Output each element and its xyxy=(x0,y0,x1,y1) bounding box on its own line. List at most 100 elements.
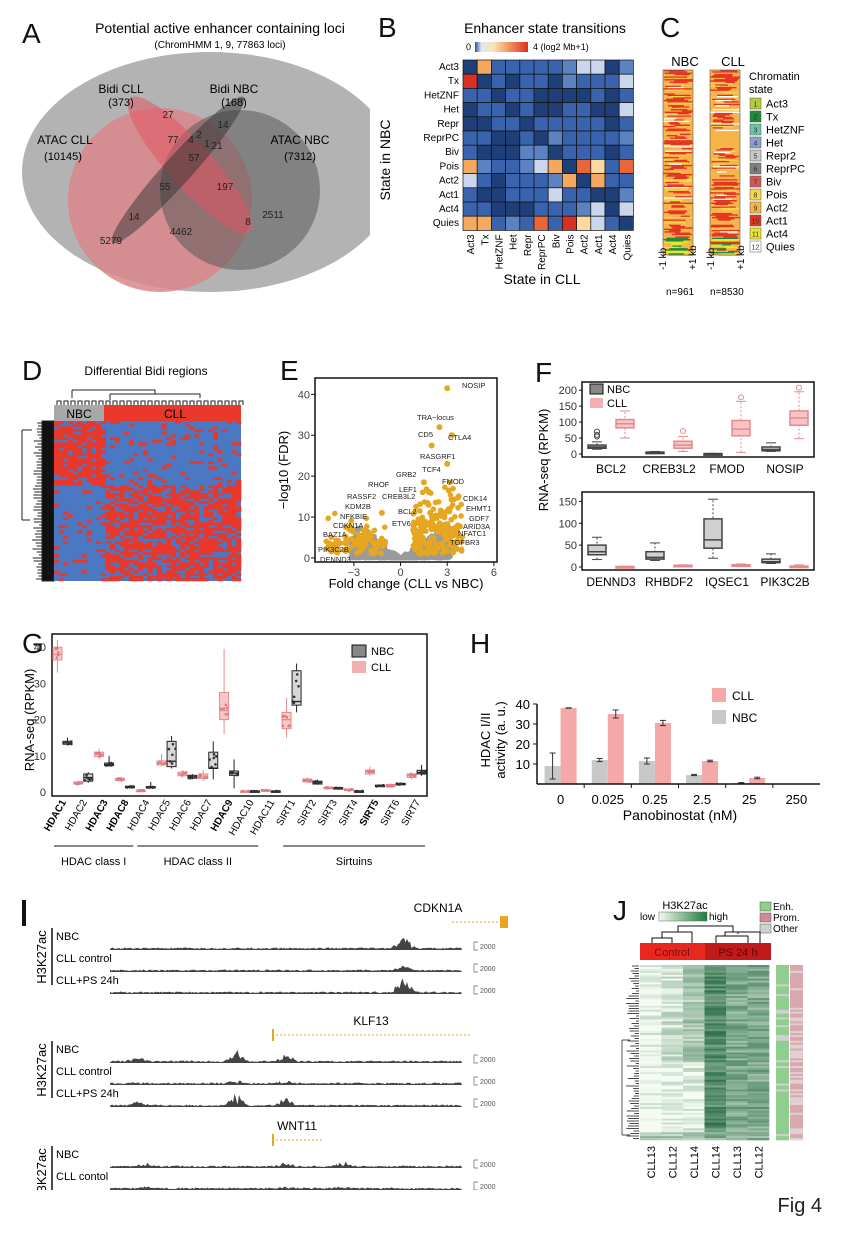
outlier xyxy=(796,384,802,391)
heatmap-cell xyxy=(184,530,190,534)
state-stripe xyxy=(715,129,740,132)
x-tick: 2.5 xyxy=(693,792,711,807)
group-bar-nbc xyxy=(54,405,104,421)
heatmap-cell xyxy=(640,1073,662,1077)
heatmap-cell xyxy=(161,546,167,550)
heatmap-cell xyxy=(704,1070,727,1073)
heatmap-cell xyxy=(128,527,134,531)
panel-g-label: G xyxy=(22,628,44,659)
track-group-label: H3K27ac xyxy=(34,1043,49,1097)
significant-point xyxy=(417,508,423,514)
state-stripe xyxy=(675,236,690,238)
state-stripe xyxy=(711,133,740,136)
heatmap-cell xyxy=(212,567,218,571)
region-count: 57 xyxy=(188,153,200,164)
heatmap-cell xyxy=(96,541,102,544)
heatmap-cell xyxy=(683,1064,705,1067)
heatmap-cell xyxy=(198,525,204,528)
box xyxy=(219,691,230,721)
heatmap-cell xyxy=(105,525,111,528)
heatmap-cell xyxy=(124,541,130,544)
state-stripe xyxy=(664,102,693,104)
heatmap-cell xyxy=(128,509,134,512)
annotation-enh xyxy=(776,1064,789,1067)
signal-track xyxy=(110,1093,462,1107)
heatmap-cell xyxy=(661,1120,684,1123)
state-stripe xyxy=(675,131,693,133)
state-stripe xyxy=(664,222,686,224)
heatmap-cell xyxy=(147,562,153,566)
sample-point xyxy=(88,778,92,782)
scale-bracket xyxy=(473,1159,478,1169)
heatmap-cell xyxy=(661,994,684,997)
heatmap-cell xyxy=(576,187,592,203)
heatmap-cell xyxy=(704,1013,727,1016)
state-stripe xyxy=(664,79,693,81)
heatmap-cell xyxy=(156,575,162,579)
heatmap-cell xyxy=(212,546,218,550)
heatmap-cell xyxy=(726,1046,748,1049)
heatmap-cell xyxy=(704,1062,727,1065)
heatmap-cell xyxy=(180,541,186,544)
heatmap-cell xyxy=(726,1025,748,1028)
heatmap-cell xyxy=(142,501,148,504)
state-stripe xyxy=(714,90,739,93)
heatmap-cell xyxy=(704,1093,727,1096)
heatmap-cell xyxy=(747,1011,770,1014)
heatmap-cell xyxy=(226,517,232,520)
heatmap-cell xyxy=(726,1005,748,1009)
venn-title: Potential active enhancer containing loc… xyxy=(95,20,345,36)
heatmap-cell xyxy=(491,173,506,189)
heatmap-cell xyxy=(68,514,73,518)
data-point xyxy=(391,550,398,556)
heatmap-cell xyxy=(217,482,223,486)
state-stripe xyxy=(663,88,692,90)
heatmap-cell xyxy=(54,421,59,424)
state-stripe xyxy=(711,167,736,169)
heatmap-cell xyxy=(231,503,237,507)
heatmap-cell xyxy=(590,187,606,203)
state-stripe xyxy=(671,106,689,108)
sample-point xyxy=(271,790,274,793)
state-stripe xyxy=(663,239,691,241)
heatmap-cell xyxy=(217,541,223,544)
heatmap-cell xyxy=(640,992,662,995)
heatmap-cell xyxy=(726,1064,748,1067)
heatmap-cell xyxy=(54,559,59,563)
heatmap-cell xyxy=(704,1114,727,1117)
heatmap-cell xyxy=(189,501,195,504)
heatmap-cell xyxy=(156,517,162,520)
heatmap-cell xyxy=(726,1042,748,1046)
heatmap-cell xyxy=(462,116,478,132)
heatmap-cell xyxy=(180,535,186,539)
heatmap-cell xyxy=(166,493,172,496)
heatmap-cell xyxy=(175,509,181,512)
heatmap-cell xyxy=(63,573,69,576)
state-stripe xyxy=(719,164,738,167)
annotation-enh xyxy=(776,1099,789,1102)
heatmap-cell xyxy=(203,530,209,534)
heatmap-cell xyxy=(226,511,232,515)
state-stripe xyxy=(664,228,681,230)
heatmap-cell xyxy=(683,1136,705,1139)
gene-label: RASSF2 xyxy=(347,492,376,501)
heatmap-cell xyxy=(166,575,172,579)
legend-label-cll: CLL xyxy=(732,689,754,703)
heatmap-cell xyxy=(82,469,88,472)
state-stripe xyxy=(663,120,691,123)
heatmap-cell xyxy=(562,215,577,231)
heatmap-cell xyxy=(726,1035,748,1038)
axis-right-cll: +1 kb xyxy=(736,245,747,270)
heatmap-cell xyxy=(212,573,218,576)
heatmap-cell xyxy=(133,519,139,523)
heatmap-cell xyxy=(640,1136,662,1139)
significant-point xyxy=(419,489,426,496)
heatmap-cell xyxy=(142,442,148,446)
sample-point xyxy=(69,740,73,743)
heatmap-cell xyxy=(156,503,162,507)
heatmap-cell xyxy=(119,559,125,563)
heatmap-cell xyxy=(198,565,204,568)
heatmap-cell xyxy=(726,1033,748,1036)
annotation-enh xyxy=(776,1056,789,1059)
state-stripe xyxy=(711,128,735,130)
